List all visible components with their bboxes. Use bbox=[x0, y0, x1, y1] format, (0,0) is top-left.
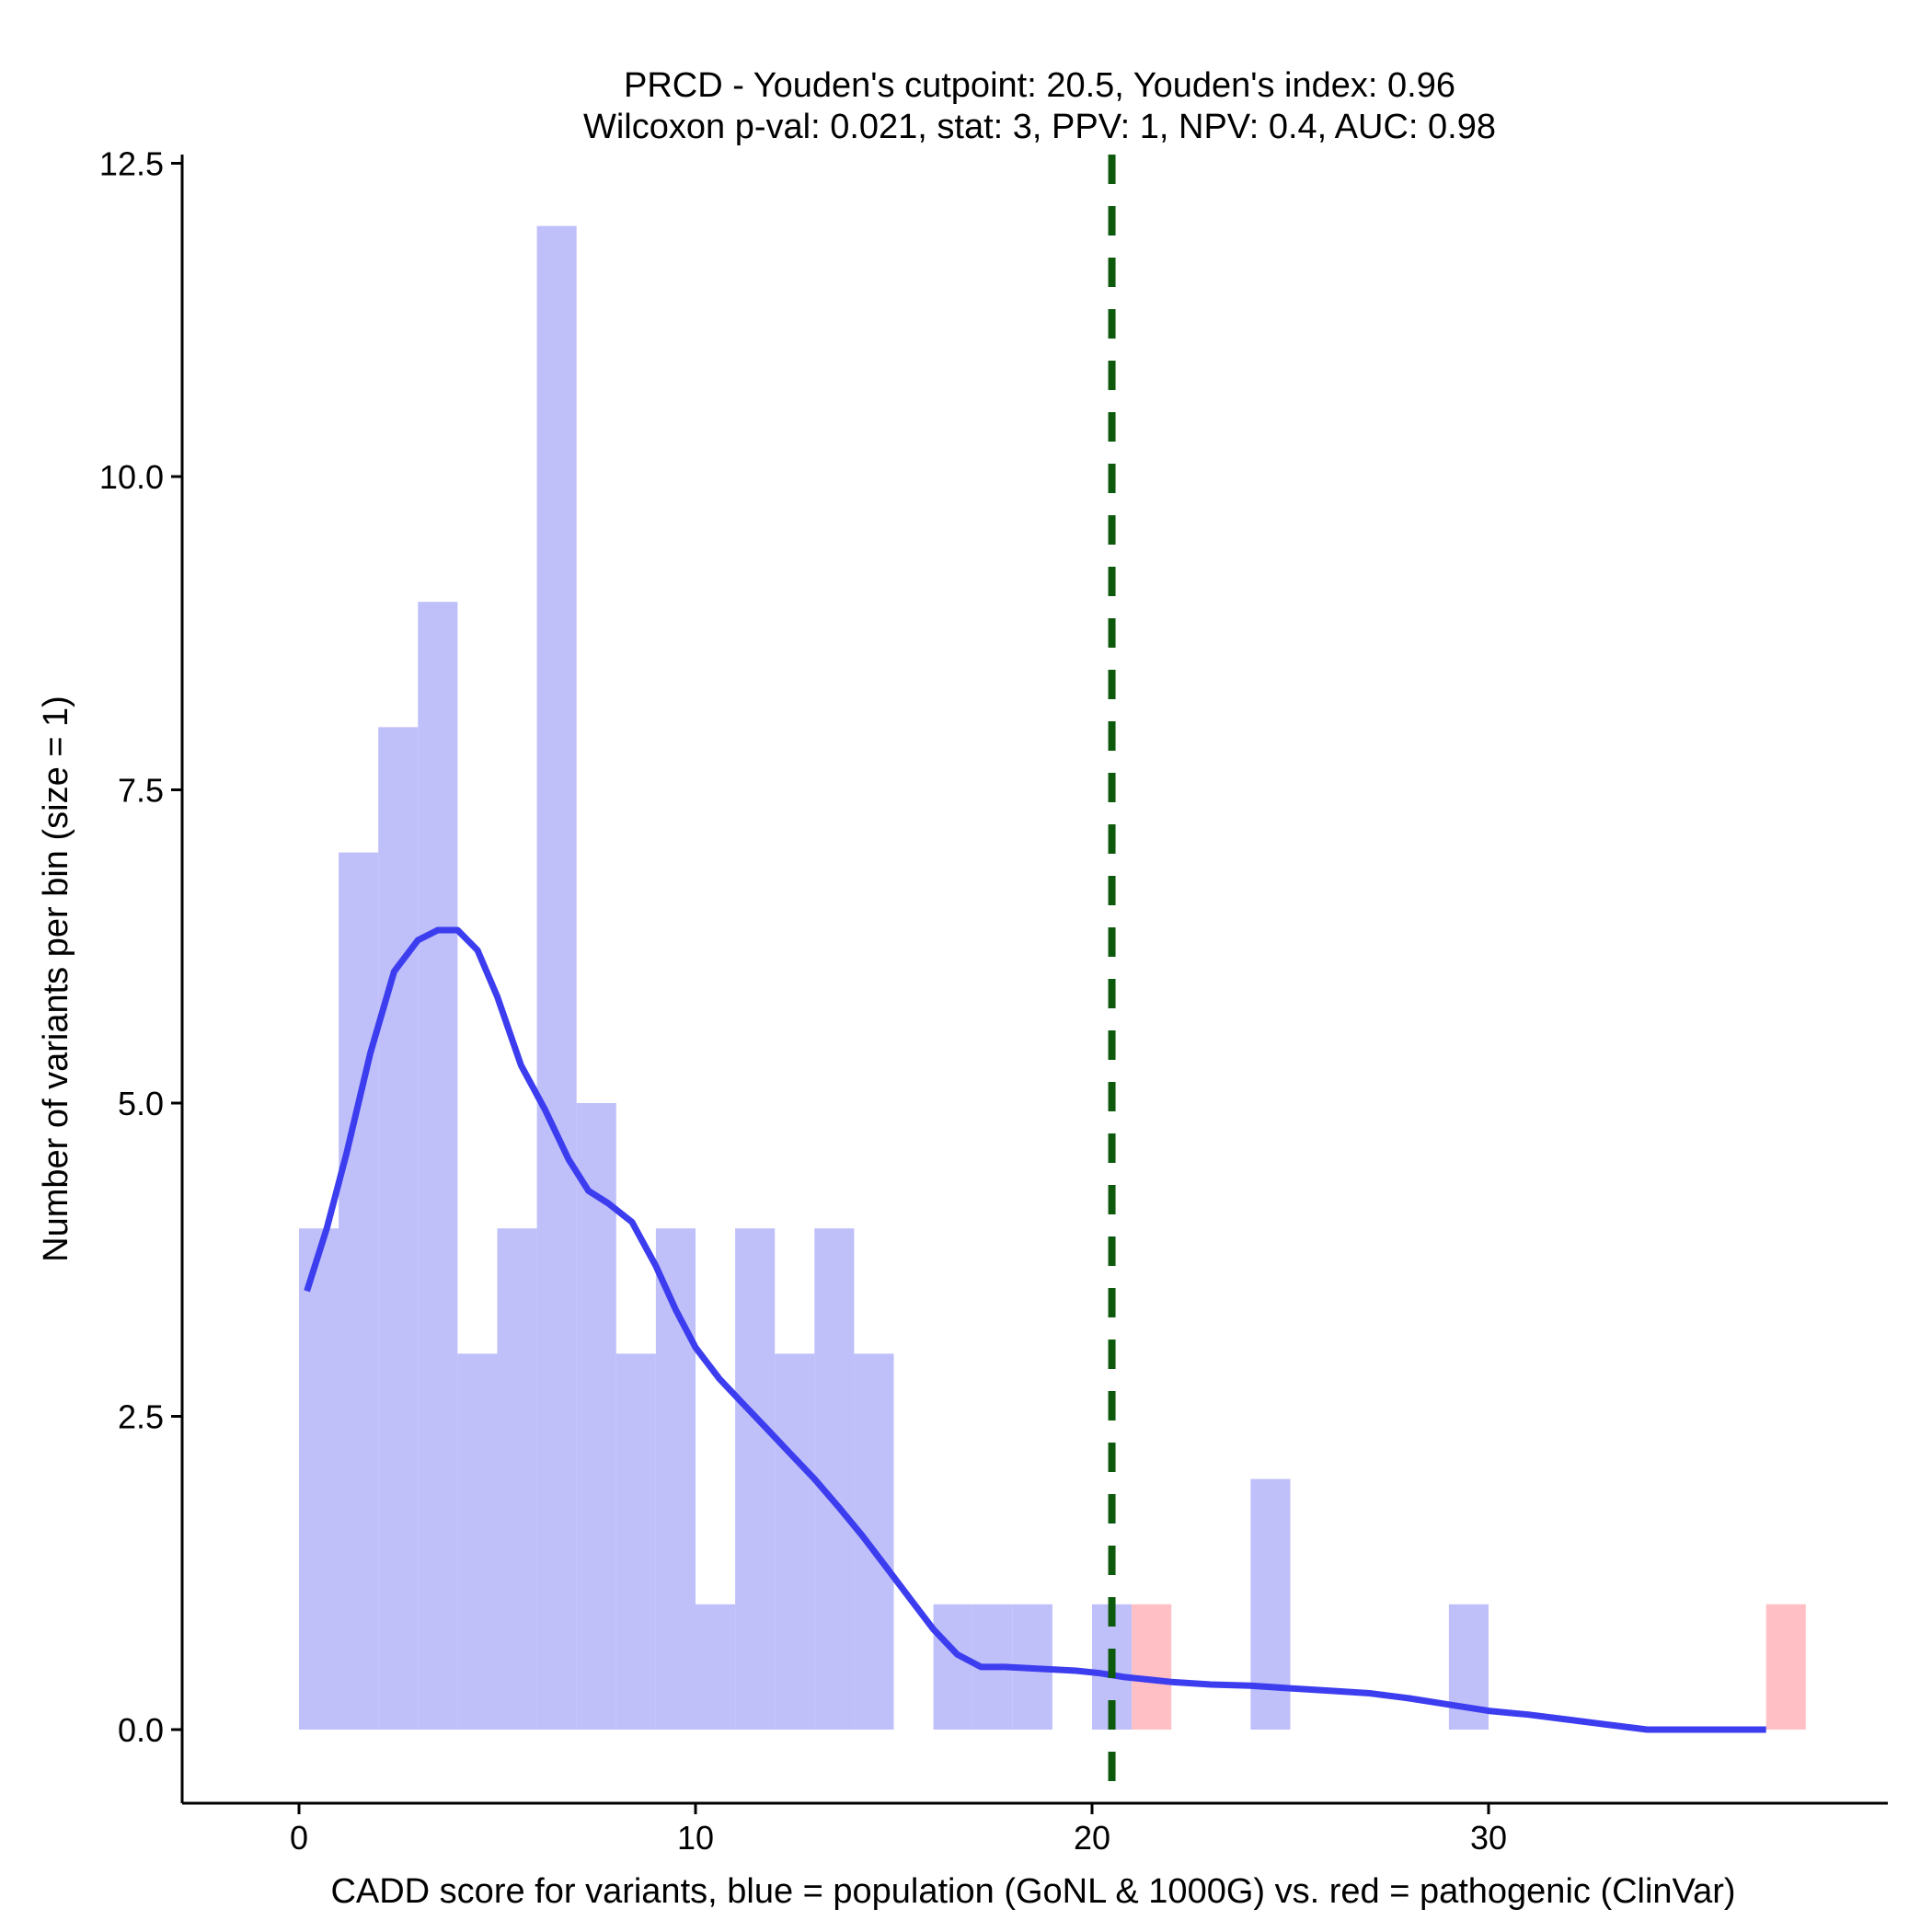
histogram-bars bbox=[299, 225, 1806, 1731]
x-tick-label: 30 bbox=[1470, 1819, 1507, 1857]
density-curve-group bbox=[304, 926, 1766, 1733]
pathogenic-bar-21 bbox=[1132, 1604, 1172, 1730]
population-bar-8 bbox=[615, 1353, 656, 1730]
population-bar-13 bbox=[814, 1228, 855, 1730]
x-axis-label: CADD score for variants, blue = populati… bbox=[330, 1872, 1735, 1911]
population-bar-24 bbox=[1250, 1478, 1291, 1730]
x-tick-label: 10 bbox=[677, 1819, 714, 1857]
population-bar-3 bbox=[418, 602, 458, 1731]
population-bar-16 bbox=[933, 1604, 973, 1730]
population-bar-6 bbox=[536, 225, 577, 1731]
y-tick-label: 0.0 bbox=[118, 1711, 164, 1749]
y-axis-label: Number of variants per bin (size = 1) bbox=[37, 696, 75, 1262]
population-bar-14 bbox=[854, 1353, 894, 1730]
chart-subtitle: Wilcoxon p-val: 0.021, stat: 3, PPV: 1, … bbox=[583, 108, 1496, 146]
y-tick-label: 10.0 bbox=[99, 458, 164, 496]
y-tick-label: 5.0 bbox=[118, 1085, 164, 1122]
y-tick-label: 7.5 bbox=[118, 772, 164, 810]
population-bar-4 bbox=[457, 1353, 498, 1730]
population-bar-10 bbox=[696, 1604, 736, 1730]
y-tick-label: 12.5 bbox=[99, 145, 164, 183]
x-axis-ticks: 0 10 20 30 bbox=[290, 1803, 1507, 1857]
pathogenic-bar-37 bbox=[1765, 1604, 1806, 1730]
population-bar-1 bbox=[339, 852, 379, 1730]
population-bar-2 bbox=[378, 727, 419, 1730]
population-bar-0 bbox=[299, 1228, 339, 1730]
population-bar-11 bbox=[735, 1228, 776, 1730]
population-bar-12 bbox=[775, 1353, 815, 1730]
chart-title: PRCD - Youden's cutpoint: 20.5, Youden's… bbox=[624, 66, 1455, 105]
y-tick-label: 2.5 bbox=[118, 1398, 164, 1436]
x-tick-label: 0 bbox=[290, 1819, 308, 1857]
population-bar-5 bbox=[497, 1228, 537, 1730]
x-tick-label: 20 bbox=[1074, 1819, 1110, 1857]
density-curve bbox=[304, 926, 1766, 1733]
y-axis-ticks: 0.0 2.5 5.0 7.5 10.0 12.5 bbox=[99, 145, 182, 1749]
